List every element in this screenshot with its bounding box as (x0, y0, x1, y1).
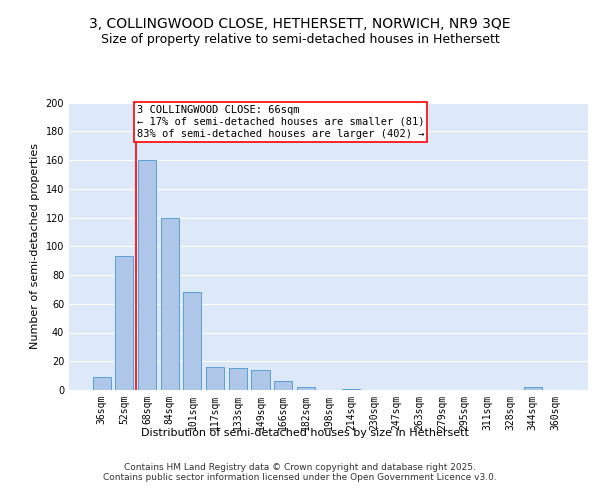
Bar (184, 292, 202, 390)
Text: Contains HM Land Registry data © Crown copyright and database right 2025.
Contai: Contains HM Land Registry data © Crown c… (103, 463, 497, 482)
Y-axis label: Number of semi-detached properties: Number of semi-detached properties (30, 143, 40, 350)
Bar (342, 388, 360, 390)
Bar (92, 377, 111, 390)
Bar (138, 160, 156, 390)
Text: Size of property relative to semi-detached houses in Hethersett: Size of property relative to semi-detach… (101, 32, 499, 46)
Bar (161, 218, 179, 390)
Bar (251, 370, 269, 390)
Bar (115, 256, 133, 390)
Bar (229, 368, 247, 390)
Text: Distribution of semi-detached houses by size in Hethersett: Distribution of semi-detached houses by … (140, 428, 469, 438)
Text: 3, COLLINGWOOD CLOSE, HETHERSETT, NORWICH, NR9 3QE: 3, COLLINGWOOD CLOSE, HETHERSETT, NORWIC… (89, 18, 511, 32)
Bar (274, 382, 292, 390)
Bar (206, 367, 224, 390)
Bar (297, 387, 315, 390)
Bar (524, 387, 542, 390)
Text: 3 COLLINGWOOD CLOSE: 66sqm
← 17% of semi-detached houses are smaller (81)
83% of: 3 COLLINGWOOD CLOSE: 66sqm ← 17% of semi… (137, 106, 424, 138)
